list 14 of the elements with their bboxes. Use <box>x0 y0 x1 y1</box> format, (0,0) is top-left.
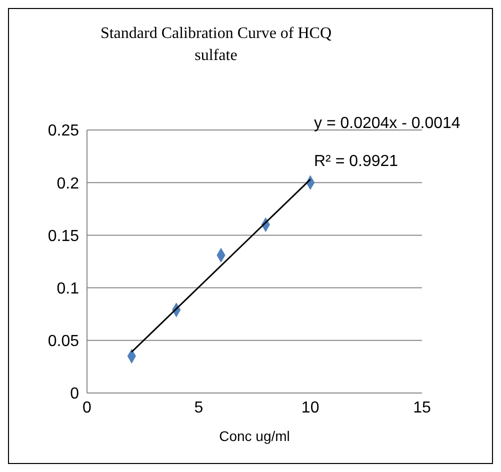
y-tick-label: 0.1 <box>56 280 80 298</box>
x-tick-label: 10 <box>301 399 320 416</box>
annotation: y = 0.0204x - 0.0014 <box>314 115 460 133</box>
x-tick-label: 5 <box>194 399 204 416</box>
y-tick-label: 0.15 <box>48 228 80 245</box>
x-tick-label: 15 <box>413 399 431 416</box>
y-tick-label: 0.05 <box>48 333 80 350</box>
y-tick-label: 0.25 <box>48 122 80 140</box>
chart-title: Standard Calibration Curve of HCQ sulfate <box>99 24 333 66</box>
y-tick-label: 0 <box>70 386 80 403</box>
x-axis-title: Conc ug/ml <box>219 428 290 444</box>
annotation: R² = 0.9921 <box>314 153 398 171</box>
y-tick-label: 0.2 <box>56 175 80 192</box>
x-tick-label: 0 <box>82 399 92 416</box>
